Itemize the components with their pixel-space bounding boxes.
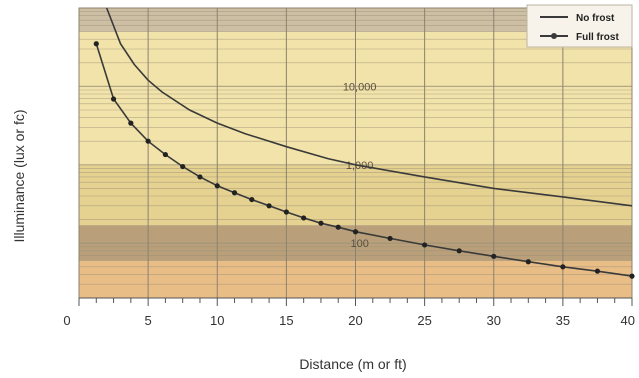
x-axis: 0 5 10 15 20 25 30 35 40 [63,297,635,328]
reference-label-100: 100 [350,238,368,250]
data-point-full-frost [352,229,359,235]
data-point-full-frost [180,163,186,170]
x-tick-label: 10 [210,313,224,328]
y-axis-title: Illuminance (lux or fc) [11,109,27,242]
data-point-full-frost [629,273,635,279]
data-point-full-frost [456,248,462,254]
x-tick-label: 25 [417,313,431,328]
x-tick-label: 15 [279,313,293,328]
x-tick-label: 0 [63,313,70,328]
x-tick-label: 20 [348,313,362,328]
x-tick-label: 30 [487,313,501,328]
data-point-full-frost [283,209,289,215]
data-point-full-frost [301,215,307,221]
data-point-full-frost [560,264,566,270]
data-point-full-frost [145,138,151,144]
legend: No frost Full frost [526,4,633,48]
data-point-full-frost [335,224,341,230]
x-tick-label: 5 [145,313,152,328]
data-point-full-frost [197,174,203,180]
data-point-full-frost [525,259,531,265]
data-point-full-frost [231,190,238,196]
series-line-full-frost [95,43,633,277]
legend-box [526,4,633,48]
data-point-full-frost [162,151,169,158]
x-tick-label: 35 [556,313,570,328]
data-point-full-frost [249,196,255,203]
series-layer [93,7,635,279]
data-point-full-frost [387,235,393,242]
data-point-full-frost [128,120,134,126]
data-point-full-frost [318,220,324,226]
data-point-full-frost [594,268,601,274]
x-tick-label: 40 [621,313,635,328]
x-axis-title: Distance (m or ft) [299,356,406,372]
data-point-full-frost [214,183,220,189]
reference-label-10000: 10,000 [343,81,377,93]
data-point-full-frost [110,96,117,102]
legend-label-full-frost: Full frost [576,32,619,43]
data-point-full-frost [266,203,272,209]
legend-label-no-frost: No frost [576,13,615,24]
data-point-full-frost [491,253,497,259]
data-point-full-frost [93,41,99,47]
data-point-full-frost [422,242,428,248]
series-line-no-frost [105,7,633,207]
legend-marker-full-frost [551,33,557,39]
